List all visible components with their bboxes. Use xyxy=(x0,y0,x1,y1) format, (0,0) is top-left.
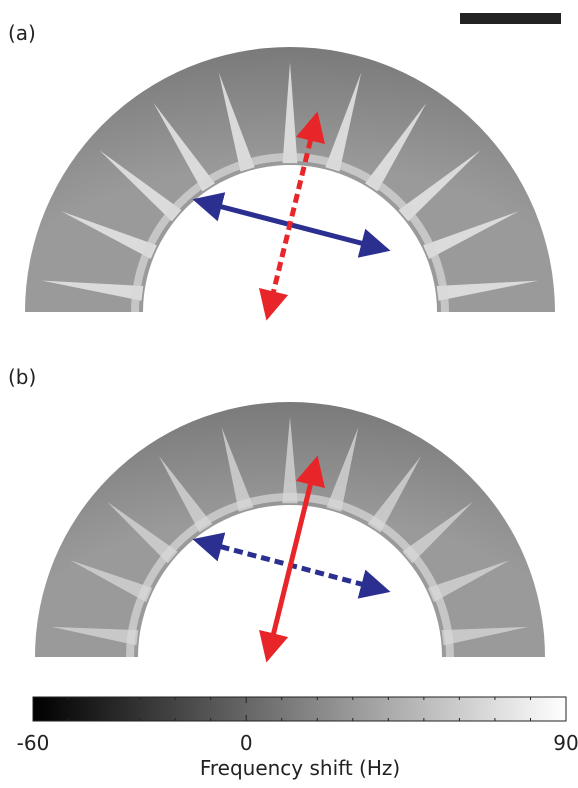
spoke xyxy=(398,150,481,222)
spoke xyxy=(367,455,422,533)
spoke xyxy=(99,150,182,222)
spoke xyxy=(153,102,215,192)
colorbar-label: Frequency shift (Hz) xyxy=(200,756,400,780)
spoke xyxy=(326,426,359,512)
annulus xyxy=(35,402,545,657)
spoke xyxy=(61,211,157,259)
red-arrow xyxy=(258,111,326,321)
annulus xyxy=(25,47,555,312)
spoke xyxy=(325,72,362,172)
colorbar-tick-label: 90 xyxy=(553,731,578,755)
spoke xyxy=(365,102,427,192)
spoke xyxy=(402,501,473,564)
colorbar xyxy=(32,696,567,722)
spoke xyxy=(218,72,255,172)
colorbar-tick-label: 0 xyxy=(240,731,253,755)
image-panel-b xyxy=(35,402,545,658)
spoke xyxy=(221,426,254,512)
spoke xyxy=(41,280,144,301)
spoke xyxy=(107,501,178,564)
spoke xyxy=(441,626,529,646)
panel-label: (a) xyxy=(8,21,36,45)
spoke xyxy=(427,560,510,603)
scale-bar xyxy=(460,13,561,24)
spoke xyxy=(51,626,139,646)
panel-label: (b) xyxy=(8,365,36,389)
colorbar-tick-label: -60 xyxy=(17,731,50,755)
image-panel-a xyxy=(25,47,555,313)
spoke xyxy=(436,280,539,301)
red-arrow xyxy=(259,455,325,663)
spoke xyxy=(158,455,213,533)
spoke xyxy=(423,211,519,259)
spoke xyxy=(70,560,153,603)
